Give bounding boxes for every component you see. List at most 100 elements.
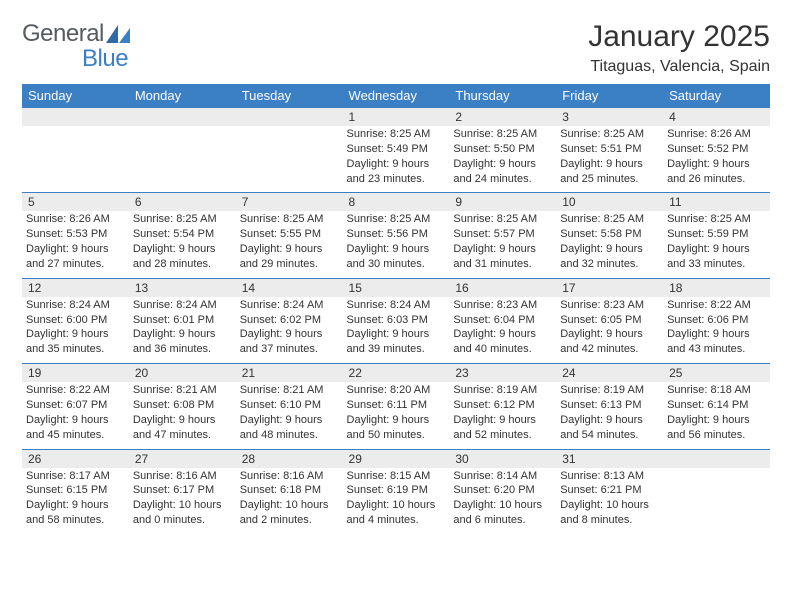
daylight-text: Daylight: 9 hours and 31 minutes. xyxy=(453,242,552,272)
day-info-cell: Sunrise: 8:26 AMSunset: 5:52 PMDaylight:… xyxy=(663,126,770,193)
sunset-text: Sunset: 5:58 PM xyxy=(560,227,659,242)
brand-text-2: Blue xyxy=(82,48,128,70)
day-info-cell: Sunrise: 8:14 AMSunset: 6:20 PMDaylight:… xyxy=(449,468,556,534)
sunset-text: Sunset: 5:49 PM xyxy=(347,142,446,157)
month-title: January 2025 xyxy=(588,20,770,54)
daylight-text: Daylight: 9 hours and 25 minutes. xyxy=(560,157,659,187)
sunset-text: Sunset: 6:07 PM xyxy=(26,398,125,413)
day-info-cell: Sunrise: 8:24 AMSunset: 6:00 PMDaylight:… xyxy=(22,297,129,364)
daylight-text: Daylight: 9 hours and 56 minutes. xyxy=(667,413,766,443)
sunrise-text: Sunrise: 8:21 AM xyxy=(240,383,339,398)
daylight-text: Daylight: 10 hours and 4 minutes. xyxy=(347,498,446,528)
day-number: 16 xyxy=(455,281,468,295)
day-info-cell: Sunrise: 8:18 AMSunset: 6:14 PMDaylight:… xyxy=(663,382,770,449)
day-number: 6 xyxy=(135,195,142,209)
sunset-text: Sunset: 6:17 PM xyxy=(133,483,232,498)
day-number: 26 xyxy=(28,452,41,466)
day-info: Sunrise: 8:25 AMSunset: 5:56 PMDaylight:… xyxy=(347,211,446,271)
sunset-text: Sunset: 6:12 PM xyxy=(453,398,552,413)
day-info: Sunrise: 8:17 AMSunset: 6:15 PMDaylight:… xyxy=(26,468,125,528)
sunrise-text: Sunrise: 8:25 AM xyxy=(347,127,446,142)
day-number: 25 xyxy=(669,366,682,380)
day-info: Sunrise: 8:24 AMSunset: 6:02 PMDaylight:… xyxy=(240,297,339,357)
day-info: Sunrise: 8:21 AMSunset: 6:10 PMDaylight:… xyxy=(240,382,339,442)
day-info: Sunrise: 8:22 AMSunset: 6:07 PMDaylight:… xyxy=(26,382,125,442)
day-number: 12 xyxy=(28,281,41,295)
sunset-text: Sunset: 6:13 PM xyxy=(560,398,659,413)
daylight-text: Daylight: 9 hours and 35 minutes. xyxy=(26,327,125,357)
day-info-row: Sunrise: 8:25 AMSunset: 5:49 PM Daylight:… xyxy=(22,126,770,193)
day-number: 18 xyxy=(669,281,682,295)
day-number: 30 xyxy=(455,452,468,466)
dow-friday: Friday xyxy=(556,84,663,108)
day-number: 15 xyxy=(349,281,362,295)
day-number-cell xyxy=(663,449,770,468)
day-info: Sunrise: 8:19 AMSunset: 6:12 PMDaylight:… xyxy=(453,382,552,442)
sunrise-text: Sunrise: 8:24 AM xyxy=(26,298,125,313)
daylight-text: Daylight: 10 hours and 2 minutes. xyxy=(240,498,339,528)
day-info-cell: Sunrise: 8:23 AMSunset: 6:04 PMDaylight:… xyxy=(449,297,556,364)
day-number-row: 19202122232425 xyxy=(22,364,770,383)
daylight-text: Daylight: 9 hours and 48 minutes. xyxy=(240,413,339,443)
day-info-cell: Sunrise: 8:25 AMSunset: 5:54 PMDaylight:… xyxy=(129,211,236,278)
day-info-cell: Sunrise: 8:21 AMSunset: 6:08 PMDaylight:… xyxy=(129,382,236,449)
day-info: Sunrise: 8:20 AMSunset: 6:11 PMDaylight:… xyxy=(347,382,446,442)
day-info: Sunrise: 8:25 AMSunset: 5:58 PMDaylight:… xyxy=(560,211,659,271)
daylight-text: Daylight: 9 hours and 54 minutes. xyxy=(560,413,659,443)
day-number-cell: 30 xyxy=(449,449,556,468)
sunset-text: Sunset: 6:11 PM xyxy=(347,398,446,413)
calendar-page: GeneralBlue January 2025 Titaguas, Valen… xyxy=(0,0,792,544)
day-number-cell: 9 xyxy=(449,193,556,212)
day-number: 24 xyxy=(562,366,575,380)
day-info: Sunrise: 8:21 AMSunset: 6:08 PMDaylight:… xyxy=(133,382,232,442)
day-info-cell: Sunrise: 8:16 AMSunset: 6:18 PMDaylight:… xyxy=(236,468,343,534)
sunset-text: Sunset: 6:08 PM xyxy=(133,398,232,413)
daylight-text: Daylight: 9 hours and 32 minutes. xyxy=(560,242,659,272)
day-info-cell: Sunrise: 8:24 AMSunset: 6:01 PMDaylight:… xyxy=(129,297,236,364)
page-header: GeneralBlue January 2025 Titaguas, Valen… xyxy=(22,20,770,76)
day-info-cell: Sunrise: 8:25 AMSunset: 5:56 PMDaylight:… xyxy=(343,211,450,278)
sunset-text: Sunset: 6:19 PM xyxy=(347,483,446,498)
day-number-cell: 14 xyxy=(236,278,343,297)
sunset-text: Sunset: 6:15 PM xyxy=(26,483,125,498)
day-number-cell: 16 xyxy=(449,278,556,297)
location-text: Titaguas, Valencia, Spain xyxy=(588,58,770,76)
daylight-text: Daylight: 9 hours and 28 minutes. xyxy=(133,242,232,272)
sunset-text: Sunset: 6:10 PM xyxy=(240,398,339,413)
day-number-cell: 18 xyxy=(663,278,770,297)
day-number: 13 xyxy=(135,281,148,295)
daylight-text: Daylight: 9 hours and 30 minutes. xyxy=(347,242,446,272)
dow-sunday: Sunday xyxy=(22,84,129,108)
day-number: 14 xyxy=(242,281,255,295)
sunrise-text: Sunrise: 8:25 AM xyxy=(453,212,552,227)
day-number-cell: 24 xyxy=(556,364,663,383)
day-number: 2 xyxy=(455,110,462,124)
sunrise-text: Sunrise: 8:23 AM xyxy=(560,298,659,313)
day-number-cell: 11 xyxy=(663,193,770,212)
day-info-cell: Sunrise: 8:25 AMSunset: 5:49 PMDaylight:… xyxy=(343,126,450,193)
day-number: 29 xyxy=(349,452,362,466)
brand-logo: GeneralBlue xyxy=(22,20,182,71)
day-number: 4 xyxy=(669,110,676,124)
day-number-cell: 17 xyxy=(556,278,663,297)
daylight-text: Daylight: 9 hours and 33 minutes. xyxy=(667,242,766,272)
day-number-cell: 8 xyxy=(343,193,450,212)
day-info-row: Sunrise: 8:22 AMSunset: 6:07 PMDaylight:… xyxy=(22,382,770,449)
day-number-row: 1234 xyxy=(22,108,770,127)
day-number-cell: 6 xyxy=(129,193,236,212)
day-info-cell: Sunrise: 8:21 AMSunset: 6:10 PMDaylight:… xyxy=(236,382,343,449)
day-info: Sunrise: 8:26 AMSunset: 5:53 PMDaylight:… xyxy=(26,211,125,271)
sunset-text: Sunset: 6:20 PM xyxy=(453,483,552,498)
day-number-cell: 1 xyxy=(343,108,450,127)
day-info-cell: Sunrise: 8:16 AMSunset: 6:17 PMDaylight:… xyxy=(129,468,236,534)
day-number-cell: 15 xyxy=(343,278,450,297)
sunset-text: Sunset: 5:51 PM xyxy=(560,142,659,157)
day-info: Sunrise: 8:25 AMSunset: 5:59 PMDaylight:… xyxy=(667,211,766,271)
day-number-cell: 20 xyxy=(129,364,236,383)
sunrise-text: Sunrise: 8:22 AM xyxy=(667,298,766,313)
day-info-cell: Sunrise: 8:22 AMSunset: 6:06 PMDaylight:… xyxy=(663,297,770,364)
day-info-row: Sunrise: 8:17 AMSunset: 6:15 PMDaylight:… xyxy=(22,468,770,534)
daylight-text: Daylight: 9 hours and 45 minutes. xyxy=(26,413,125,443)
day-info-cell: Sunrise: 8:20 AMSunset: 6:11 PMDaylight:… xyxy=(343,382,450,449)
sunset-text: Sunset: 6:06 PM xyxy=(667,313,766,328)
